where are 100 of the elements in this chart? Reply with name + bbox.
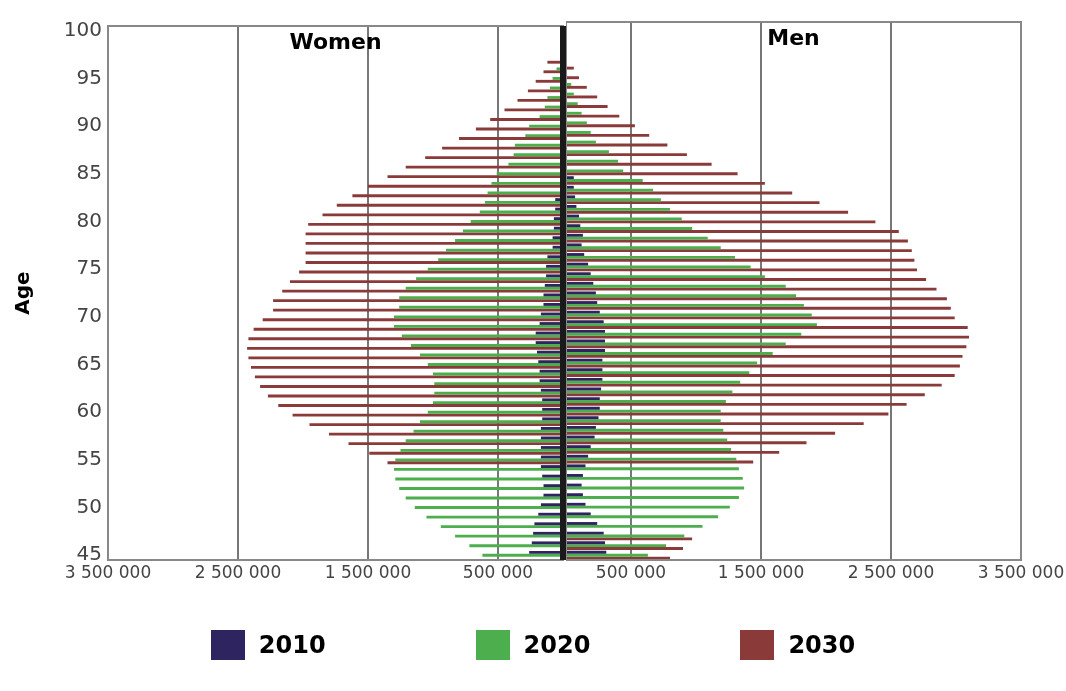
x-tick-label: 500 000	[462, 561, 534, 582]
bar	[566, 258, 915, 262]
bar	[566, 329, 605, 333]
bar	[566, 207, 670, 211]
bar	[566, 310, 600, 314]
bar	[305, 232, 563, 236]
bar	[566, 406, 600, 410]
bar	[566, 287, 937, 291]
bar	[566, 95, 598, 99]
y-tick-label: 80	[76, 207, 102, 232]
bar	[253, 327, 563, 331]
bar	[305, 241, 563, 245]
bar	[566, 441, 807, 445]
bar	[566, 483, 582, 487]
bar	[305, 261, 563, 264]
bar	[566, 114, 620, 118]
bar	[566, 227, 693, 230]
bar	[566, 185, 574, 189]
bar	[529, 550, 563, 554]
bar	[446, 248, 563, 252]
bar	[566, 255, 735, 259]
bar	[566, 393, 925, 397]
bar	[566, 179, 643, 182]
bar	[566, 249, 912, 253]
bar	[566, 512, 591, 516]
bar	[394, 324, 563, 328]
bar	[394, 315, 563, 319]
bar	[514, 143, 563, 147]
bar	[566, 431, 836, 435]
bar	[440, 525, 563, 529]
y-tick-label: 70	[76, 303, 102, 328]
bar	[566, 496, 739, 499]
bar	[566, 364, 960, 368]
bar	[566, 422, 864, 426]
bar	[387, 461, 563, 465]
bar	[566, 445, 591, 449]
bar	[426, 515, 563, 519]
bar	[566, 502, 586, 506]
bar	[566, 428, 724, 432]
bar	[399, 487, 563, 490]
bar	[427, 410, 563, 414]
annotation: Men	[767, 24, 820, 50]
annotation: Women	[289, 28, 382, 54]
bar	[433, 401, 563, 405]
bar	[387, 175, 563, 179]
bar	[566, 464, 586, 468]
bar	[566, 268, 917, 272]
bar	[434, 382, 563, 386]
bar	[566, 230, 899, 233]
bar	[438, 258, 563, 262]
bar	[566, 214, 579, 218]
bar	[490, 118, 563, 121]
bar	[566, 547, 683, 550]
bar	[566, 169, 624, 173]
bar	[566, 236, 708, 240]
bar	[566, 66, 574, 70]
bar	[251, 365, 563, 369]
bar	[566, 133, 650, 137]
bar	[566, 457, 737, 461]
bar	[525, 134, 563, 138]
bar	[566, 233, 583, 237]
bar	[566, 291, 596, 295]
x-tick-label: 1 500 000	[324, 561, 412, 582]
bar	[566, 306, 951, 310]
bar	[416, 277, 563, 281]
bar	[527, 89, 563, 93]
bar	[566, 124, 635, 128]
bar	[566, 210, 849, 214]
bar	[566, 243, 582, 247]
bar	[566, 537, 693, 541]
bar	[566, 416, 599, 420]
bar	[470, 220, 563, 223]
x-tick-label: 2 500 000	[847, 561, 935, 582]
bar	[434, 391, 563, 395]
bar	[566, 524, 703, 528]
bar	[566, 303, 804, 307]
bar	[566, 476, 743, 480]
y-tick-label: 90	[76, 112, 102, 137]
bar	[566, 201, 820, 205]
bar	[405, 286, 563, 290]
bar	[395, 458, 563, 462]
y-tick-label: 50	[76, 493, 102, 518]
bar	[566, 246, 721, 250]
bar	[566, 354, 963, 358]
bar	[566, 205, 577, 208]
bar	[566, 275, 765, 279]
bar	[566, 522, 598, 525]
legend-label: 2030	[788, 631, 856, 659]
bar	[566, 323, 817, 327]
y-tick-label: 60	[76, 398, 102, 423]
bar	[282, 289, 563, 293]
bar	[566, 505, 730, 509]
bar	[566, 474, 583, 477]
bar	[566, 121, 587, 125]
y-tick-label: 95	[76, 64, 102, 89]
bar	[566, 188, 654, 192]
bar	[566, 294, 797, 298]
bar	[566, 181, 765, 185]
bar	[308, 222, 563, 226]
bar	[566, 380, 741, 384]
